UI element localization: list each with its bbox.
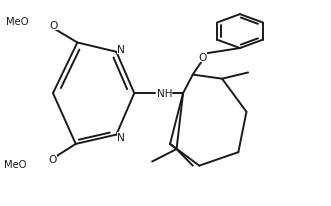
Text: O: O bbox=[50, 21, 58, 31]
Text: MeO: MeO bbox=[4, 159, 27, 169]
Text: N: N bbox=[117, 45, 124, 55]
Text: O: O bbox=[198, 53, 207, 63]
Text: MeO: MeO bbox=[6, 17, 28, 27]
Text: N: N bbox=[117, 133, 124, 143]
Text: NH: NH bbox=[157, 89, 172, 99]
Text: O: O bbox=[49, 155, 57, 165]
